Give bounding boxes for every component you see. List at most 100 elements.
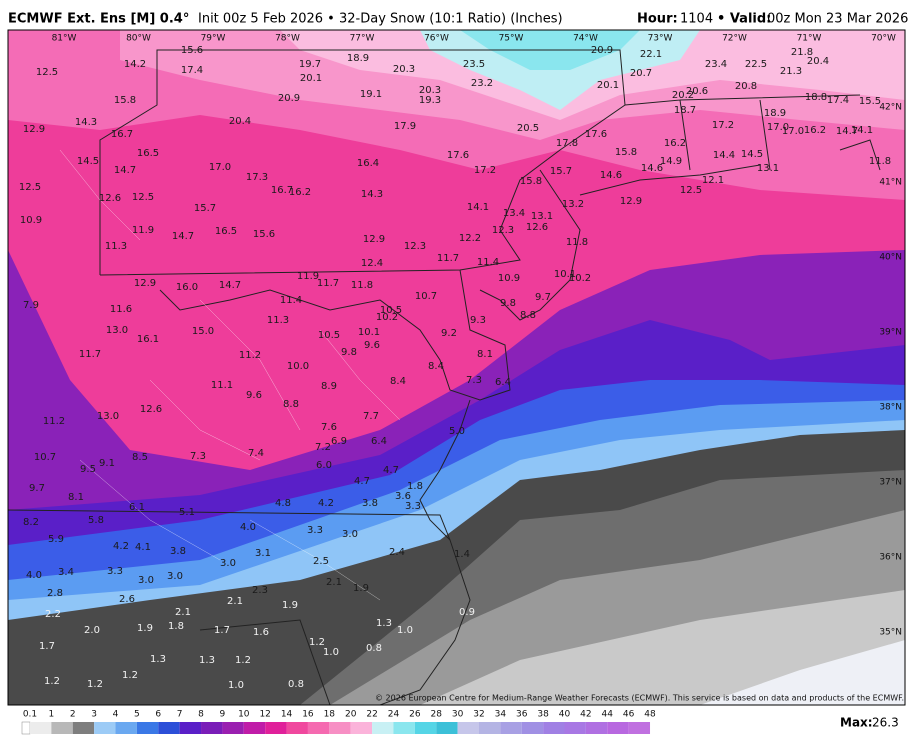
snow-total: 15.5 [859, 96, 881, 107]
snow-total: 14.3 [361, 189, 383, 200]
snow-total: 14.4 [713, 150, 735, 161]
snow-total: 0.8 [366, 643, 382, 654]
snow-total: 10.1 [358, 327, 380, 338]
snow-total: 14.7 [836, 126, 858, 137]
snow-total: 17.4 [181, 65, 203, 76]
snow-total: 22.5 [745, 59, 767, 70]
snow-total: 7.9 [23, 300, 39, 311]
snow-total: 10.0 [287, 361, 309, 372]
snow-total: 2.4 [389, 547, 405, 558]
snow-total: 1.6 [253, 627, 269, 638]
snow-total: 1.2 [122, 670, 138, 681]
snow-total: 14.7 [172, 231, 194, 242]
colorbar-swatch [30, 722, 52, 734]
snow-total: 13.0 [97, 411, 119, 422]
colorbar-swatch [500, 722, 522, 734]
snow-total: 11.7 [317, 278, 339, 289]
snow-total: 8.4 [428, 361, 444, 372]
snow-total: 11.7 [79, 349, 101, 360]
snow-total: 5.1 [179, 507, 195, 518]
colorbar-label: 24 [388, 710, 400, 720]
snow-total: 2.8 [47, 588, 63, 599]
longitude-label: 70°W [871, 34, 896, 44]
snow-total: 7.2 [315, 442, 331, 453]
snow-total: 8.8 [520, 310, 536, 321]
latitude-label: 38°N [879, 403, 902, 413]
max-label: Max: [840, 716, 873, 730]
snow-total: 17.0 [782, 126, 804, 137]
snow-total: 3.1 [255, 548, 271, 559]
snow-total: 16.2 [804, 125, 826, 136]
snow-total: 1.3 [199, 655, 215, 666]
snow-total: 2.1 [175, 607, 191, 618]
snow-total: 20.9 [278, 93, 300, 104]
colorbar-label: 0.1 [23, 710, 37, 720]
colorbar-label: 32 [473, 710, 484, 720]
snow-total: 6.1 [129, 502, 145, 513]
snow-total: 17.2 [474, 165, 496, 176]
snow-total: 3.8 [170, 546, 186, 557]
colorbar-swatch [243, 722, 266, 734]
colorbar-swatch [286, 722, 308, 734]
colorbar-swatch [478, 722, 501, 734]
snow-total: 9.6 [364, 340, 380, 351]
snow-total: 20.3 [393, 64, 415, 75]
latitude-label: 42°N [879, 103, 902, 113]
colorbar-swatch [136, 722, 159, 734]
colorbar-label: 8 [198, 710, 204, 720]
snow-total: 1.7 [214, 625, 230, 636]
snow-total: 21.3 [780, 66, 802, 77]
snow-total: 12.5 [36, 67, 58, 78]
snow-total: 13.1 [531, 211, 553, 222]
snow-total: 10.7 [415, 291, 437, 302]
latitude-label: 41°N [879, 178, 902, 188]
colorbar-label: 1 [49, 710, 55, 720]
colorbar-label: 30 [452, 710, 464, 720]
latitude-label: 36°N [879, 553, 902, 563]
snow-total: 9.7 [29, 483, 45, 494]
snow-total: 20.2 [672, 90, 694, 101]
colorbar-label: 16 [302, 710, 314, 720]
longitude-label: 75°W [499, 34, 524, 44]
colorbar-swatch [607, 722, 629, 734]
copyright: © 2026 European Centre for Medium-Range … [375, 694, 904, 703]
snow-total: 16.0 [176, 282, 198, 293]
snow-total: 11.8 [351, 280, 373, 291]
snow-total: 8.2 [23, 517, 39, 528]
colorbar-label: 28 [430, 710, 442, 720]
snow-total: 20.1 [300, 73, 322, 84]
colorbar-swatch [201, 722, 223, 734]
point-labels: 12.5 14.2 15.6 17.4 19.7 20.1 18.9 20.3 23.5 23.2… [19, 45, 891, 691]
snow-total: 4.7 [383, 465, 399, 476]
snow-total: 9.8 [500, 298, 516, 309]
snow-total: 12.5 [680, 185, 702, 196]
colorbar-label: 40 [559, 710, 571, 720]
colorbar-label: 12 [259, 710, 270, 720]
snow-total: 9.7 [535, 292, 551, 303]
snow-total: 16.2 [289, 187, 311, 198]
snow-total: 7.3 [190, 451, 206, 462]
colorbar-label: 22 [366, 710, 377, 720]
max-value: 26.3 [872, 716, 899, 730]
colorbar-swatch [414, 722, 437, 734]
snow-total: 16.7 [111, 129, 133, 140]
snow-total: 12.4 [361, 258, 383, 269]
snow-total: 12.5 [132, 192, 154, 203]
snow-total: 10.5 [318, 330, 340, 341]
snow-total: 2.1 [326, 577, 342, 588]
snow-total: 11.2 [239, 350, 261, 361]
map-description: Init 00z 5 Feb 2026 • 32-Day Snow (10:1 … [198, 12, 563, 27]
snow-total: 11.2 [43, 416, 65, 427]
colorbar-label: 44 [602, 710, 614, 720]
snow-total: 17.9 [394, 121, 416, 132]
snow-total: 12.3 [492, 225, 514, 236]
snow-total: 12.6 [526, 222, 548, 233]
snow-total: 8.1 [68, 492, 84, 503]
latitude-label: 40°N [879, 253, 902, 263]
snow-total: 11.7 [437, 253, 459, 264]
snow-total: 11.6 [110, 304, 132, 315]
snow-total: 14.6 [641, 163, 663, 174]
snow-total: 6.0 [316, 460, 332, 471]
colorbar-label: 14 [281, 710, 293, 720]
colorbar-label: 7 [177, 710, 183, 720]
